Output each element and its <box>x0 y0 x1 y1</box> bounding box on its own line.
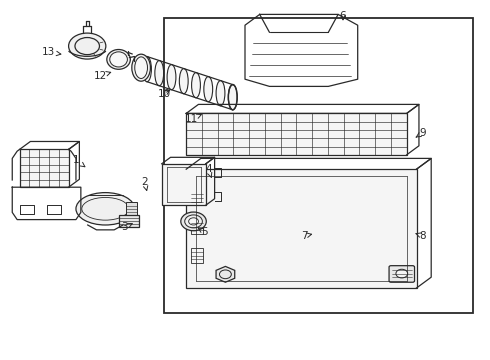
Text: 3: 3 <box>122 222 132 232</box>
Text: 2: 2 <box>141 177 148 190</box>
Ellipse shape <box>107 50 130 69</box>
Text: 9: 9 <box>416 128 426 138</box>
Circle shape <box>185 215 202 228</box>
Circle shape <box>189 218 198 225</box>
Text: 6: 6 <box>340 11 346 21</box>
FancyBboxPatch shape <box>389 266 415 282</box>
Ellipse shape <box>179 68 188 94</box>
Text: 7: 7 <box>301 231 312 241</box>
Ellipse shape <box>167 64 176 90</box>
Ellipse shape <box>155 60 164 86</box>
Polygon shape <box>186 169 416 288</box>
Text: 8: 8 <box>416 231 426 241</box>
Bar <box>119 215 139 227</box>
Polygon shape <box>20 149 69 187</box>
Bar <box>191 191 203 205</box>
Ellipse shape <box>192 73 200 98</box>
Text: 10: 10 <box>158 89 171 99</box>
Text: 5: 5 <box>198 227 208 237</box>
Bar <box>126 202 137 215</box>
Bar <box>191 248 203 263</box>
Bar <box>191 220 203 234</box>
Ellipse shape <box>228 85 237 110</box>
Text: 1: 1 <box>73 155 85 167</box>
Text: 11: 11 <box>184 114 201 124</box>
Circle shape <box>396 269 408 278</box>
Ellipse shape <box>69 33 106 59</box>
Bar <box>164 18 473 313</box>
Ellipse shape <box>132 54 150 81</box>
Text: 13: 13 <box>41 47 61 57</box>
Text: 12: 12 <box>94 71 111 81</box>
Ellipse shape <box>110 52 127 67</box>
Polygon shape <box>216 266 235 282</box>
Bar <box>186 113 407 155</box>
Polygon shape <box>162 164 206 205</box>
Ellipse shape <box>204 77 213 102</box>
Ellipse shape <box>76 193 135 225</box>
Circle shape <box>181 212 206 231</box>
Text: 4: 4 <box>205 164 212 177</box>
Ellipse shape <box>135 57 147 78</box>
Ellipse shape <box>216 81 225 106</box>
Ellipse shape <box>143 57 151 82</box>
